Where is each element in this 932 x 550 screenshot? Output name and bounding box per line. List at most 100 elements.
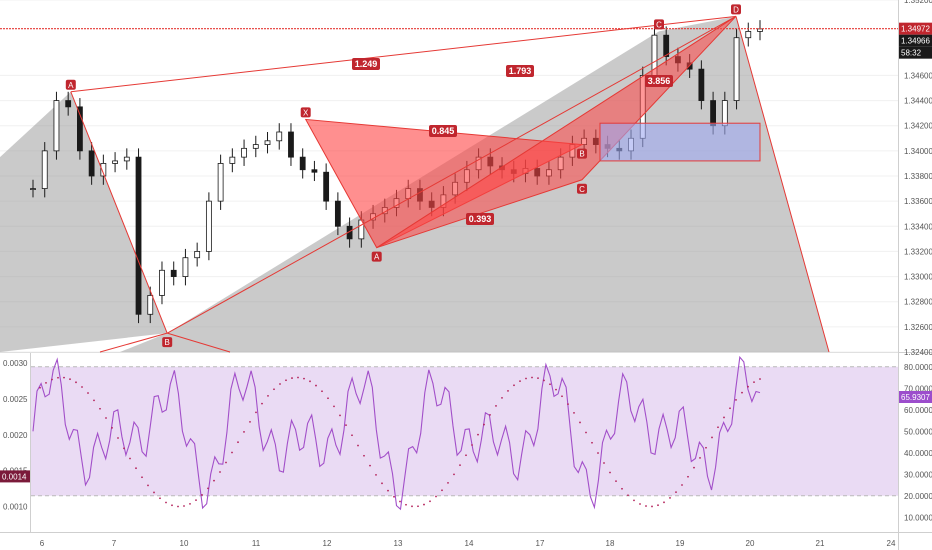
dot-series-point bbox=[165, 501, 167, 504]
candle-body[interactable] bbox=[217, 163, 224, 202]
line-d-down[interactable] bbox=[735, 16, 830, 353]
candle-body[interactable] bbox=[53, 100, 60, 152]
price-tick-label: 1.34400 bbox=[904, 97, 932, 106]
candle-body[interactable] bbox=[100, 163, 107, 177]
ratio-label-bg bbox=[429, 125, 457, 137]
candle-body[interactable] bbox=[663, 34, 670, 57]
candle-body[interactable] bbox=[229, 156, 236, 164]
candle-body[interactable] bbox=[77, 106, 83, 152]
dot-series-point bbox=[189, 502, 191, 505]
candle-body[interactable] bbox=[135, 156, 142, 315]
dot-series-point bbox=[309, 380, 311, 383]
dot-series-point bbox=[219, 471, 221, 473]
dot-series-point bbox=[213, 479, 215, 482]
dot-series-point bbox=[495, 405, 497, 407]
point-label-x: X bbox=[303, 108, 309, 117]
gray-triangle-left bbox=[0, 91, 168, 353]
dot-series-point bbox=[699, 457, 701, 459]
candle-body[interactable] bbox=[721, 100, 728, 127]
point-label-c: C bbox=[656, 20, 662, 29]
candle-body[interactable] bbox=[757, 28, 763, 32]
candle-body[interactable] bbox=[288, 131, 294, 158]
point-label-b: B bbox=[579, 150, 584, 159]
candle-body[interactable] bbox=[733, 37, 740, 101]
last-price-badge: 1.34972 bbox=[901, 25, 930, 34]
dot-series-point bbox=[381, 482, 383, 485]
rsi-line[interactable] bbox=[32, 355, 761, 511]
indicator-series[interactable] bbox=[31, 355, 898, 511]
axes: 1.35200 1.34600 1.34400 1.34200 1.34000 1.338… bbox=[3, 0, 932, 548]
candle-body[interactable] bbox=[241, 147, 247, 158]
price-badges: 1.34972 1.34966 58:32 0.0014 65.9307 bbox=[0, 22, 932, 483]
dot-series-point bbox=[339, 414, 341, 417]
candle-body[interactable] bbox=[182, 257, 189, 277]
indicator-right-tick: 50.0000 bbox=[904, 427, 932, 436]
candle-body[interactable] bbox=[323, 171, 330, 202]
candle-body[interactable] bbox=[159, 269, 165, 296]
dot-series-point bbox=[63, 376, 65, 379]
candle-body[interactable] bbox=[299, 156, 306, 171]
dot-series-point bbox=[705, 446, 707, 449]
candle-body[interactable] bbox=[194, 251, 201, 259]
candle-body[interactable] bbox=[264, 140, 271, 145]
dot-series-point bbox=[105, 417, 107, 419]
candle-body[interactable] bbox=[123, 156, 130, 162]
dot-series-point bbox=[423, 503, 425, 506]
dot-series-point bbox=[441, 489, 443, 492]
dot-series-point bbox=[417, 505, 419, 508]
candle-body[interactable] bbox=[30, 188, 36, 190]
dot-series-point bbox=[459, 464, 461, 467]
harmonic-pattern-red[interactable]: A B X A B C C D 1.249 1.793 0.845 0.393 3.856 bbox=[65, 4, 830, 353]
line-b-left[interactable] bbox=[99, 332, 168, 353]
dot-series-point bbox=[327, 397, 329, 400]
candle-body[interactable] bbox=[710, 100, 716, 127]
price-tick-label: 1.33000 bbox=[904, 273, 932, 282]
candle-body[interactable] bbox=[334, 200, 341, 227]
dot-series-point bbox=[333, 405, 335, 408]
point-label-c: C bbox=[579, 185, 585, 194]
dot-series-point bbox=[183, 505, 185, 507]
candle-body[interactable] bbox=[205, 200, 212, 252]
candle-body[interactable] bbox=[698, 68, 705, 101]
candle-body[interactable] bbox=[311, 169, 318, 173]
indicator-left-value-badge: 0.0014 bbox=[2, 472, 27, 481]
dot-series-point bbox=[471, 444, 473, 446]
target-zone-box[interactable] bbox=[599, 122, 761, 162]
candle-body[interactable] bbox=[745, 31, 752, 39]
time-tick-label: 7 bbox=[112, 539, 117, 548]
candle-body[interactable] bbox=[65, 100, 72, 108]
dot-series-point bbox=[579, 421, 581, 424]
line-b-d[interactable] bbox=[166, 15, 737, 334]
dot-series-point bbox=[519, 380, 521, 383]
candle-body[interactable] bbox=[112, 160, 118, 164]
candle-body[interactable] bbox=[41, 150, 48, 189]
dot-series-point bbox=[267, 394, 269, 397]
indicator-right-value-badge: 65.9307 bbox=[901, 393, 930, 402]
dot-series-point bbox=[429, 500, 431, 503]
dot-series-point bbox=[231, 451, 233, 454]
dot-series-point bbox=[345, 424, 347, 427]
dot-series-point bbox=[513, 384, 515, 387]
dot-series-point bbox=[111, 426, 113, 429]
indicator-right-tick: 20.0000 bbox=[904, 492, 932, 501]
candle-body[interactable] bbox=[252, 144, 259, 149]
candle-body[interactable] bbox=[276, 131, 283, 142]
line-a-b[interactable] bbox=[70, 91, 168, 334]
candle-body[interactable] bbox=[147, 295, 154, 315]
candle-body[interactable] bbox=[88, 150, 95, 177]
dot-series-point bbox=[531, 376, 533, 379]
dot-series-point bbox=[51, 378, 53, 381]
dot-series-point bbox=[249, 421, 251, 423]
dot-series-point bbox=[645, 505, 647, 507]
point-label-bg bbox=[731, 4, 741, 15]
time-tick-label: 14 bbox=[465, 539, 474, 548]
line-a-d[interactable] bbox=[70, 15, 737, 93]
candle-body[interactable] bbox=[170, 269, 177, 277]
price-tick-label: 1.33400 bbox=[904, 222, 932, 231]
dot-series-point bbox=[681, 484, 683, 486]
dot-series-point bbox=[651, 505, 653, 508]
dot-series-point bbox=[255, 411, 257, 414]
line-b-down[interactable] bbox=[167, 332, 231, 353]
dot-series-point bbox=[387, 489, 389, 492]
